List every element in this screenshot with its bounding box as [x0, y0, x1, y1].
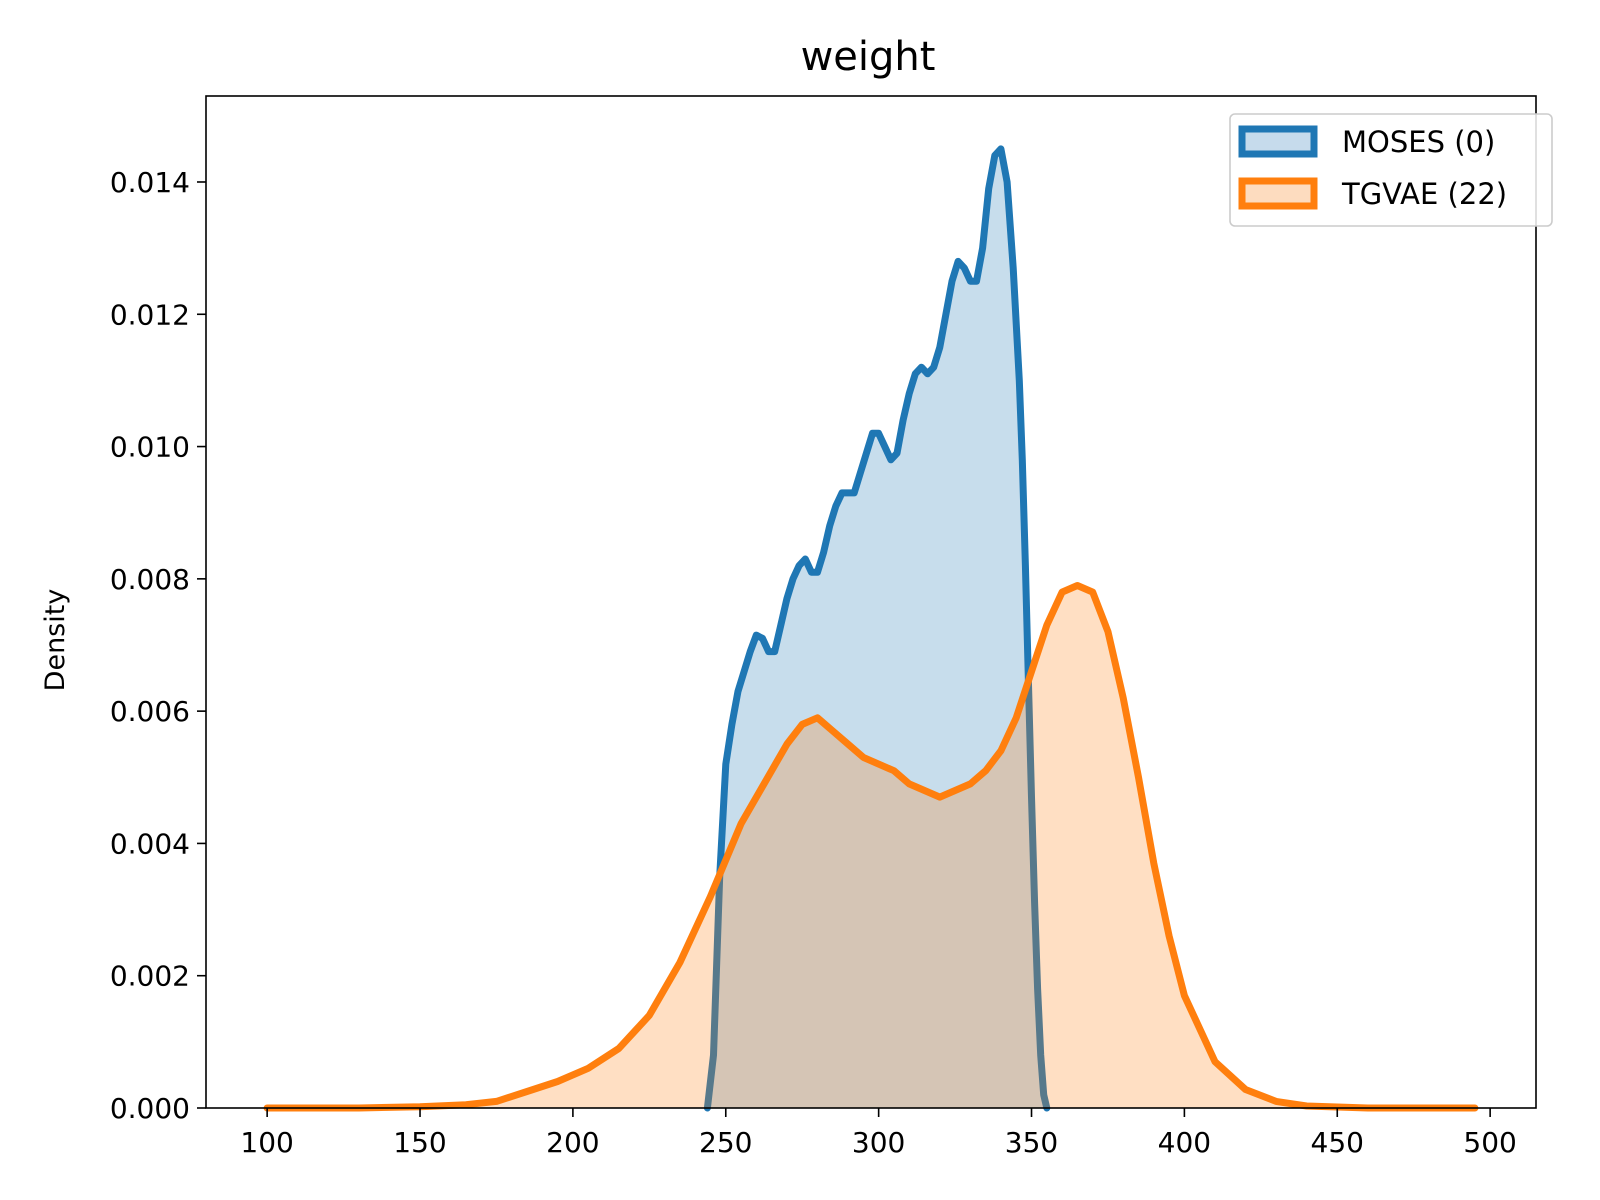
y-tick-label: 0.000: [110, 1092, 190, 1125]
x-tick-label: 250: [699, 1126, 752, 1159]
legend-label-0: MOSES (0): [1342, 125, 1495, 159]
x-tick-label: 150: [393, 1126, 446, 1159]
x-tick-label: 200: [546, 1126, 599, 1159]
legend-swatch-0: [1238, 125, 1318, 158]
y-tick-label: 0.008: [110, 563, 190, 596]
x-tick-label: 300: [852, 1126, 905, 1159]
x-tick-label: 450: [1311, 1126, 1364, 1159]
y-tick-label: 0.002: [110, 960, 190, 993]
series-area-0: [707, 148, 1047, 1108]
x-tick-label: 350: [1005, 1126, 1058, 1159]
y-tick-label: 0.010: [110, 431, 190, 464]
chart-title: weight: [801, 34, 936, 80]
legend: MOSES (0) TGVAE (22): [1229, 113, 1553, 227]
x-axis: 100 150 200 250 300 350 400 450 500: [240, 1108, 1517, 1159]
y-tick-label: 0.012: [110, 298, 190, 331]
y-axis: 0.000 0.002 0.004 0.006 0.008 0.010 0.012 0.014: [110, 166, 206, 1125]
legend-label-1: TGVAE (22): [1341, 177, 1507, 211]
series-layer: [263, 145, 1479, 1112]
plot-frame: [205, 95, 1537, 1109]
y-tick-label: 0.004: [110, 827, 190, 860]
x-tick-label: 500: [1463, 1126, 1516, 1159]
y-axis-label: Density: [40, 589, 71, 692]
y-tick-label: 0.014: [110, 166, 190, 199]
series-line-1: [263, 582, 1479, 1112]
series-line-0: [703, 145, 1051, 1112]
x-tick-label: 100: [240, 1126, 293, 1159]
series-area-1: [267, 585, 1475, 1108]
x-tick-label: 400: [1158, 1126, 1211, 1159]
legend-swatch-1: [1238, 177, 1318, 210]
y-tick-label: 0.006: [110, 695, 190, 728]
